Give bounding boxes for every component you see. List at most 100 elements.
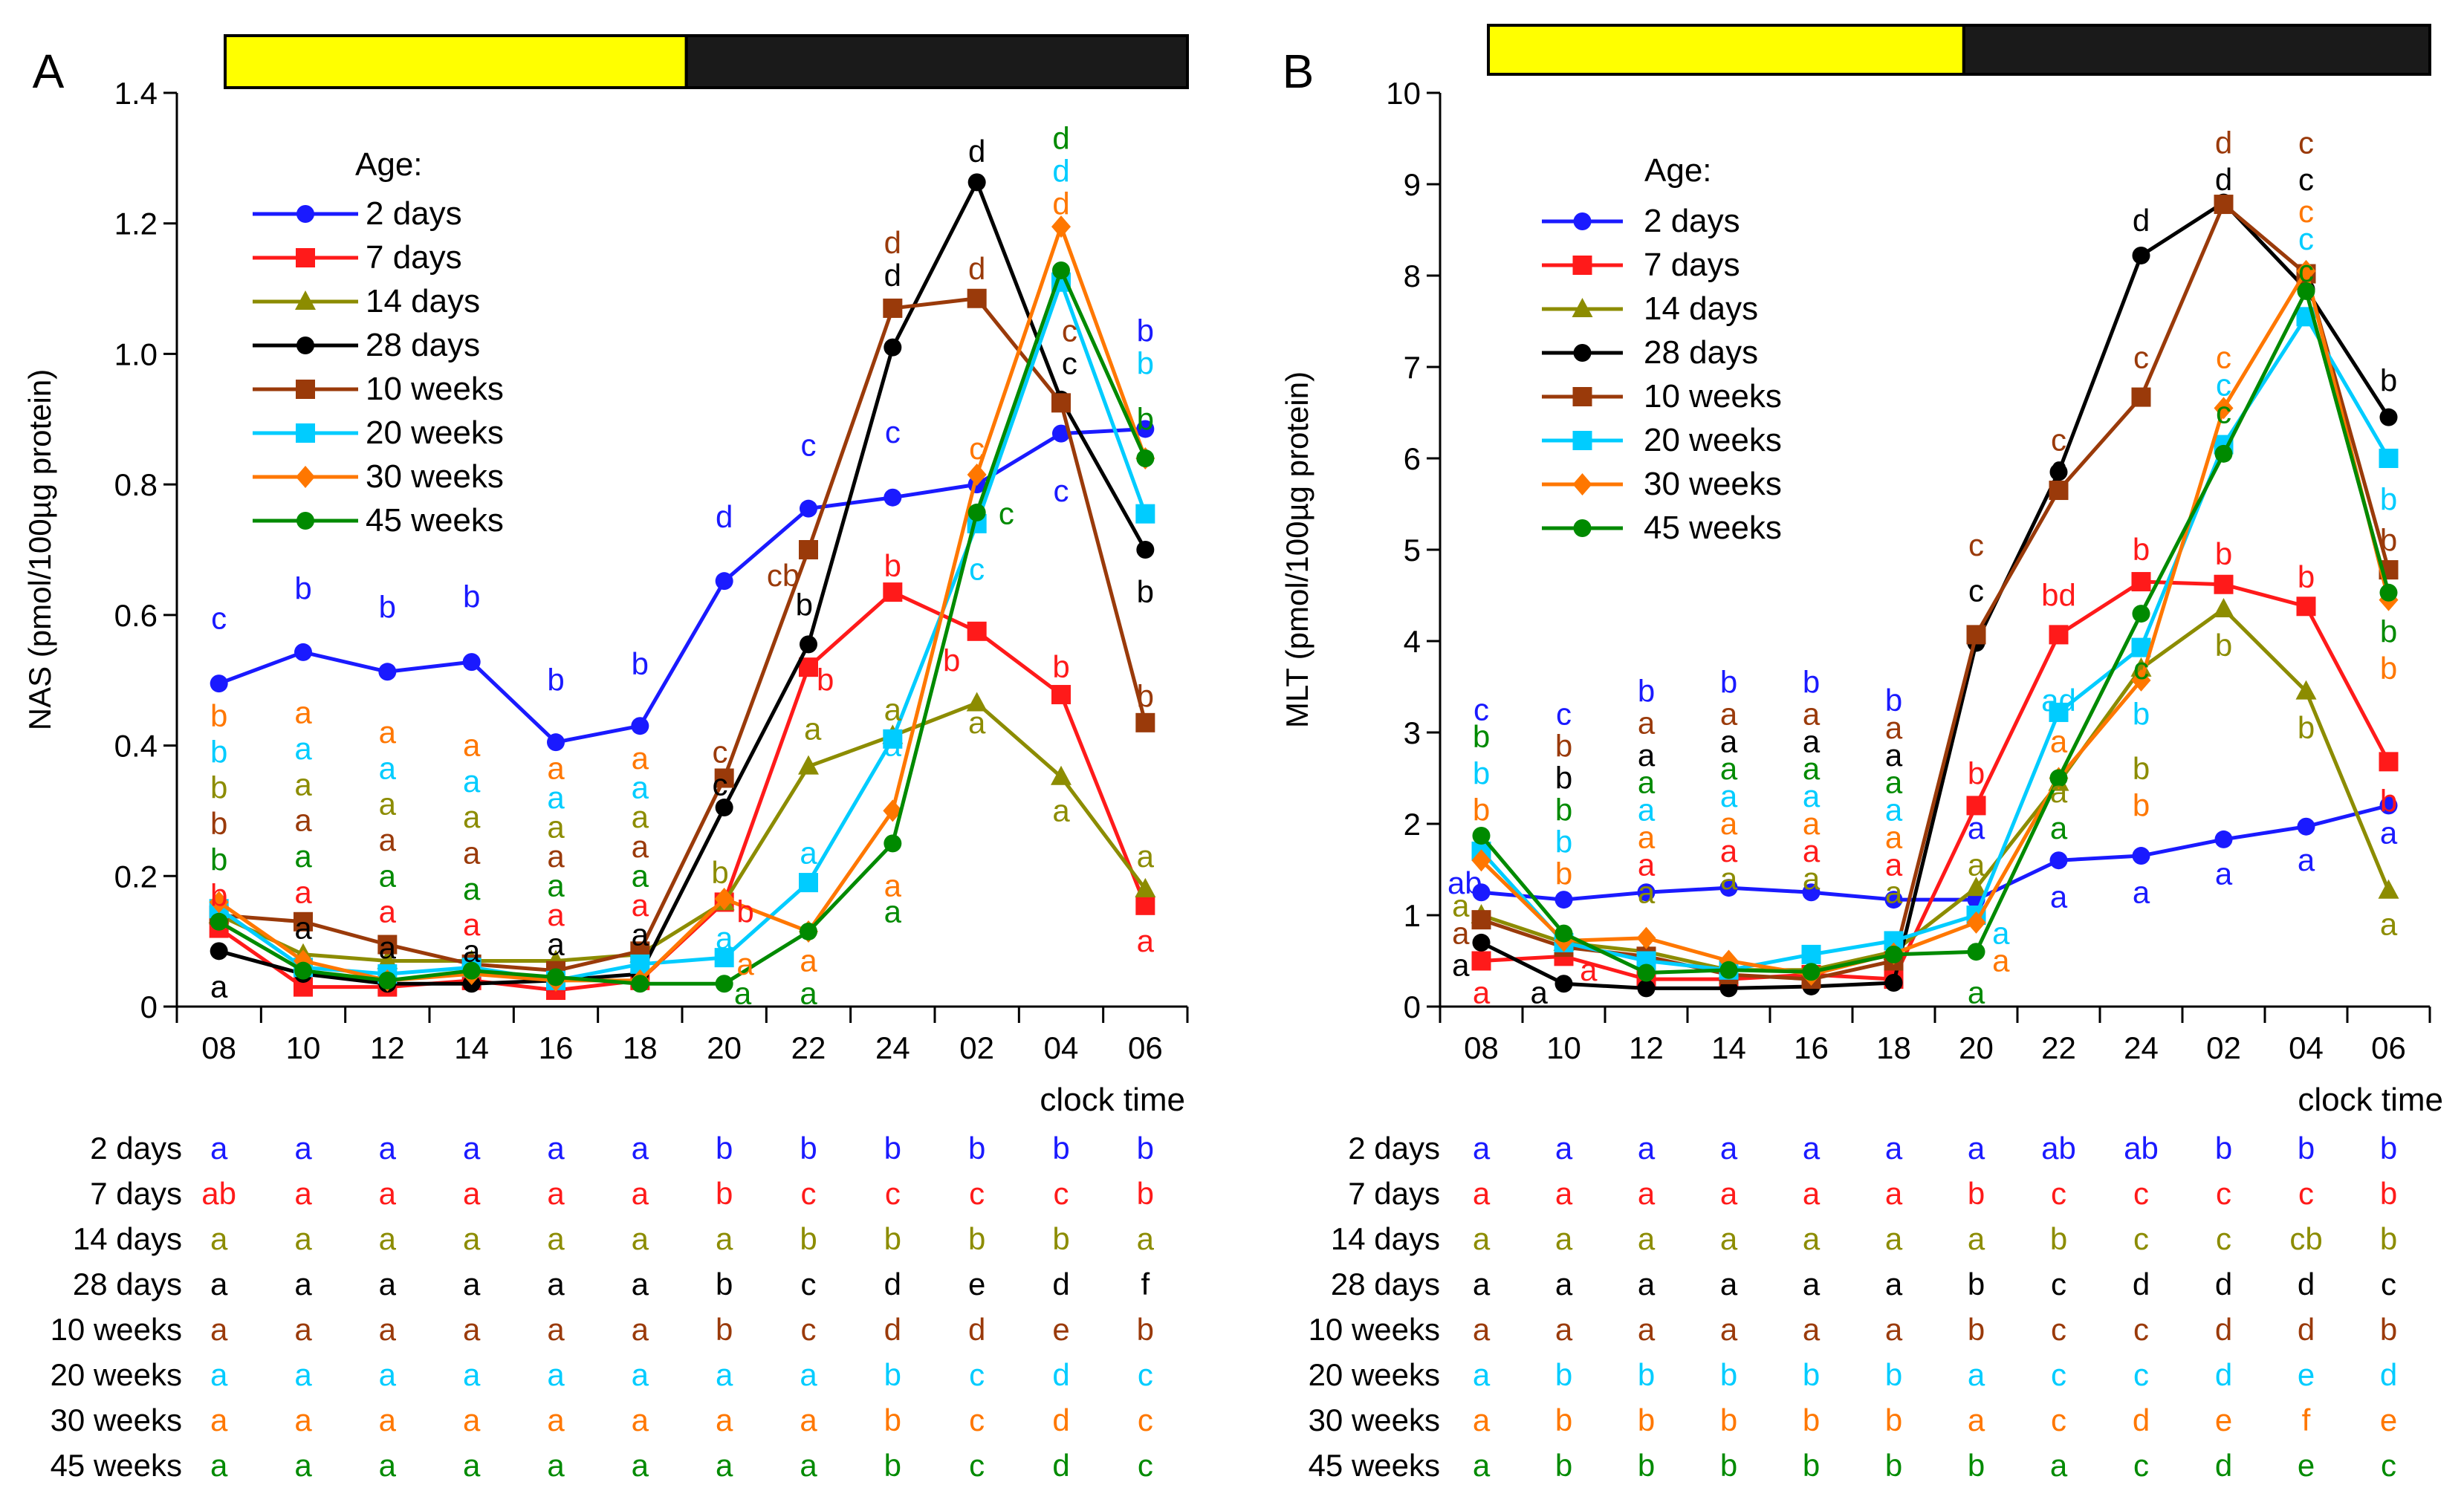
panel-a-significance-letter: a [547,809,565,844]
table-cell: a [547,1221,565,1256]
panel-a-significance-letter: c [969,551,985,586]
panel-b-series-14-days-point [2295,680,2317,700]
panel-b-significance-letter: b [2133,532,2150,567]
table-cell: a [1803,1176,1821,1211]
panel-b-significance-letter: a [1720,806,1738,841]
table-cell: a [800,1403,817,1437]
panel-b-series-2-days-point [1554,891,1573,909]
panel-b-series-45-weeks-point [1554,924,1573,943]
panel-b-series-45-weeks-point [1802,963,1821,981]
panel-b-series-10-weeks-point [2049,481,2069,501]
table-cell: c [2298,1176,2314,1211]
panel-a-x-tick-label: 18 [623,1030,658,1065]
table-cell: a [1638,1221,1656,1256]
table-row-label: 2 days [90,1131,182,1166]
panel-b-y-tick-label: 9 [1404,167,1421,202]
panel-a-significance-letter: a [294,803,312,838]
panel-a-significance-letter: b [379,589,396,624]
panel-b-significance-letter: b [1803,664,1820,699]
table-cell: f [2302,1403,2311,1437]
table-cell: a [1638,1131,1656,1166]
legend-marker [296,337,314,354]
table-cell: a [1473,1403,1491,1437]
panel-a-table-row-45-weeks: 45 weeks a a a a a a a a b c d c [51,1448,1153,1483]
table-cell: b [800,1221,817,1256]
panel-a-significance-letter: a [379,858,397,893]
panel-b-light-bar [1487,24,1965,76]
table-cell: a [379,1131,397,1166]
panel-b-series-7-days-point [2131,572,2151,592]
panel-b-significance-letter: a [2050,879,2068,914]
table-cell: b [1885,1357,1902,1392]
table-cell: c [2051,1267,2066,1301]
table-row-label: 20 weeks [1309,1357,1440,1392]
panel-a-series-45-weeks-point [378,971,397,989]
panel-b-significance-letter: c [2216,340,2231,375]
table-cell: a [1720,1221,1738,1256]
table-cell: c [969,1448,985,1483]
panel-b-significance-letter: a [2298,842,2315,877]
panel-b-series-45-weeks-point [1967,943,1985,961]
panel-b-significance-letter: b [2380,363,2397,397]
panel-a-series-14-days-point [966,692,988,712]
table-cell: a [379,1176,397,1211]
panel-a-significance-letter: a [884,692,902,727]
table-cell: d [1052,1357,1069,1392]
table-cell: b [884,1448,901,1483]
panel-b-significance-letter: a [1720,779,1738,813]
table-cell: a [379,1448,397,1483]
panel-a-significance-letter: a [632,888,649,923]
panel-b-significance-letter: b [2133,751,2150,786]
panel-b-significance-letter: c [2298,162,2314,197]
panel-a-series-2-days-point [294,643,312,661]
panel-b-significance-letter: a [1720,861,1738,896]
table-cell: a [210,1131,228,1166]
panel-a-significance-letter: a [463,907,481,942]
table-cell: b [1555,1357,1572,1392]
panel-a-x-tick-label: 20 [707,1030,742,1065]
panel-a-significance-letter: b [1137,574,1154,609]
panel-a-y-tick-label: 1.4 [114,76,158,111]
legend-marker [1572,256,1592,275]
panel-b-significance-letter: a [1638,874,1656,909]
table-cell: a [1720,1176,1738,1211]
panel-b-significance-letter: a [1452,948,1470,983]
table-cell: a [1885,1312,1903,1347]
panel-a-y-tick-label: 0.2 [114,859,158,894]
panel-a-label: A [33,45,65,98]
panel-b-significance-letter: b [2215,628,2232,663]
panel-a-significance-letter: a [294,839,312,874]
panel-b-significance-letter: d [2215,126,2232,160]
legend-label: 10 weeks [1644,378,1782,415]
panel-a-series-2-days-point [378,663,397,681]
panel-a-significance-letter: a [632,829,649,864]
panel-a-series-28-days-line [218,180,1147,986]
table-cell: a [463,1221,481,1256]
panel-a-significance-letter: c [969,431,985,466]
panel-a-significance-letter: a [379,930,397,965]
panel-b-series-2-days-point [1637,883,1656,902]
panel-b-series-28-days-point [1554,975,1573,993]
panel-b-series-20-weeks-point [2379,449,2399,468]
panel-b-series-28-days-point [1884,974,1903,992]
table-cell: e [968,1267,985,1301]
panel-a-series-7-days-point [883,582,903,602]
table-cell: b [1720,1448,1737,1483]
table-cell: c [2133,1221,2149,1256]
panel-a-series-2-days-point [1136,420,1155,438]
panel-a-significance-letter: b [632,646,649,681]
table-cell: a [463,1403,481,1437]
panel-b-significance-letter: a [1803,861,1821,896]
panel-a-significance-letter: a [379,894,397,929]
panel-a-series-45-weeks-point [547,968,565,987]
panel-b-x-tick-label: 10 [1546,1030,1581,1065]
panel-b-table-row-7-days: 7 days a a a a a a b c c c c b [1348,1176,2397,1211]
panel-b-series-2-days-point [2297,817,2315,836]
panel-b-significance-letter: c [1968,573,1984,608]
table-cell: e [1052,1312,1069,1347]
table-cell: b [1052,1131,1069,1166]
table-cell: c [2133,1176,2149,1211]
panel-a-x-axis-label: clock time [1040,1082,1185,1118]
panel-a-series-28-days-point [210,942,228,961]
panel-b-significance-letter: a [1803,779,1821,813]
